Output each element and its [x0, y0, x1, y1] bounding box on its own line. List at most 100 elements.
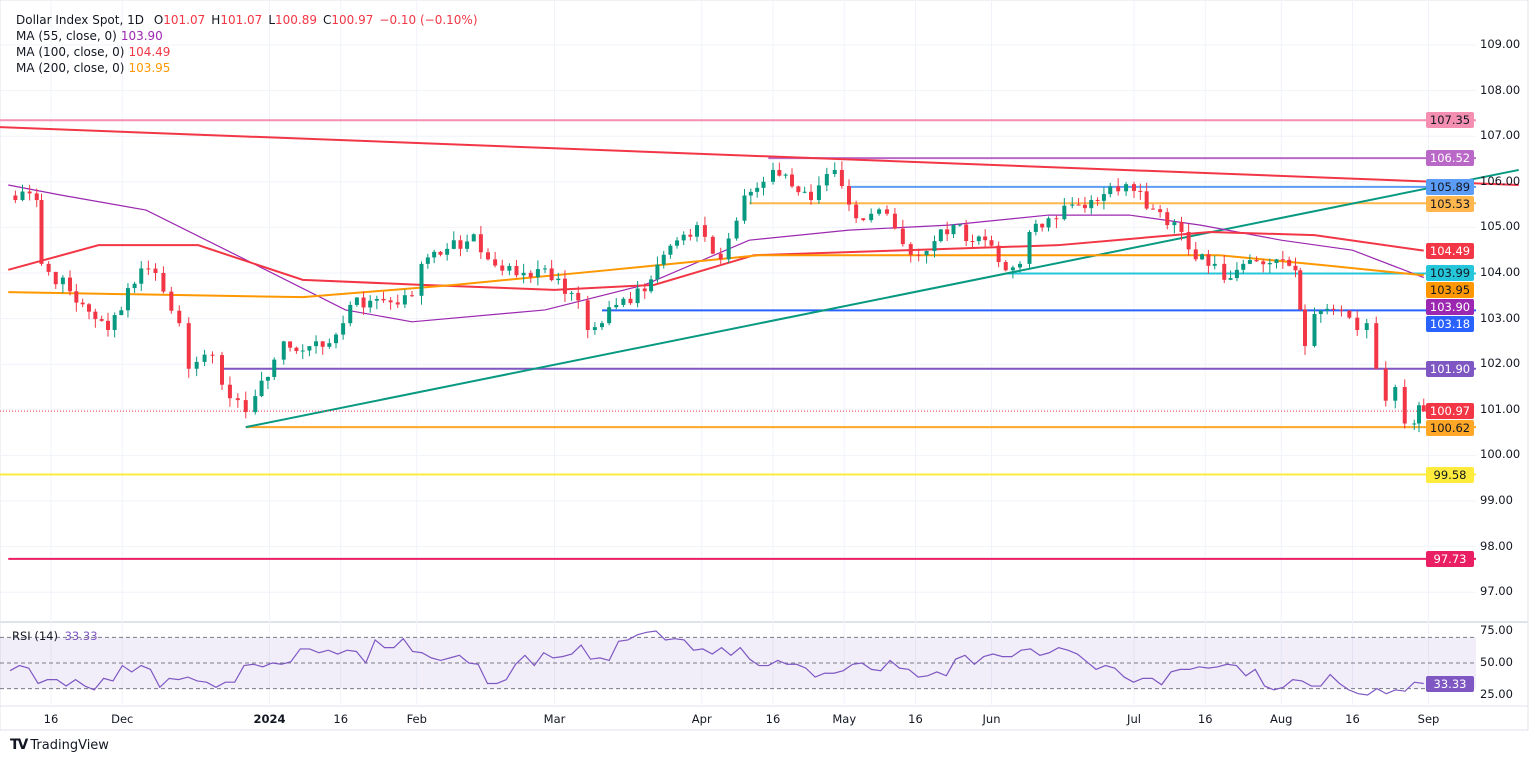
candle-down	[1303, 309, 1307, 346]
candle-up	[783, 174, 788, 176]
ohlc-l: L100.89	[268, 13, 317, 27]
price-level-badge: 100.62	[1426, 420, 1474, 437]
candle-up	[1010, 267, 1015, 271]
candle-up	[1046, 218, 1051, 228]
indicator-legend-row[interactable]: MA (55, close, 0) 103.90	[16, 28, 478, 44]
price-level-badge: 103.95	[1426, 282, 1474, 299]
candle-up	[368, 300, 373, 308]
candle-down	[916, 254, 921, 256]
candle-up	[877, 209, 882, 214]
rsi-legend[interactable]: RSI (14) 33.33	[12, 629, 98, 643]
rsi-label: RSI (14)	[12, 629, 58, 643]
candle-down	[161, 273, 166, 292]
price-tick: 104.00	[1480, 265, 1521, 279]
candle-up	[535, 269, 540, 278]
candle-down	[235, 398, 240, 401]
time-tick: 16	[1345, 712, 1360, 726]
candle-up	[507, 265, 512, 271]
ohlc-change: −0.10 (−0.10%)	[379, 13, 478, 27]
time-tick: Dec	[111, 712, 134, 726]
indicator-label: MA (55, close, 0)	[16, 29, 117, 43]
candle-down	[1383, 368, 1388, 401]
candle-down	[908, 244, 913, 255]
candle-up	[432, 251, 437, 258]
candle-down	[146, 268, 151, 270]
candle-down	[1206, 254, 1211, 266]
candle-up	[281, 341, 286, 360]
candle-up	[521, 272, 526, 276]
candle-up	[675, 240, 680, 246]
candle-down	[458, 240, 463, 249]
candle-up	[1247, 260, 1252, 264]
candle-up	[425, 257, 430, 264]
candle-up	[20, 191, 25, 201]
candle-down	[227, 384, 232, 399]
candle-up	[661, 254, 666, 265]
price-level-badge: 107.35	[1426, 112, 1474, 129]
candle-down	[361, 297, 366, 308]
candle-up	[824, 174, 829, 186]
price-level-badge: 105.89	[1426, 178, 1474, 195]
candle-up	[1033, 223, 1038, 232]
candle-down	[68, 277, 72, 292]
candle-down	[320, 341, 325, 347]
time-tick: 16	[765, 712, 781, 726]
time-tick: Aug	[1270, 712, 1293, 726]
candle-down	[177, 310, 182, 324]
candle-up	[125, 288, 130, 311]
moving-average-line	[8, 184, 1424, 323]
price-tick: 105.00	[1480, 219, 1521, 234]
tradingview-logo[interactable]: TV TradingView	[10, 737, 109, 753]
candle-up	[734, 220, 739, 239]
indicator-value: 103.95	[128, 61, 171, 75]
candle-up	[1234, 269, 1239, 279]
time-tick: Apr	[691, 712, 712, 726]
candle-up	[761, 181, 766, 188]
ohlc-values: O101.07 H101.07 L100.89 C100.97 −0.10 (−0.10…	[148, 13, 478, 27]
candle-down	[1116, 186, 1121, 192]
indicator-legend-row[interactable]: MA (200, close, 0) 103.95	[16, 60, 478, 76]
candle-down	[169, 291, 174, 311]
indicator-value: 103.90	[120, 29, 163, 43]
price-level-badge: 103.99	[1426, 265, 1474, 282]
candle-down	[410, 295, 414, 297]
price-tick: 107.00	[1480, 128, 1521, 143]
candle-down	[809, 191, 813, 201]
candle-down	[243, 400, 248, 413]
candle-down	[1179, 222, 1184, 232]
candle-down	[989, 240, 994, 246]
trendline	[245, 168, 1519, 429]
candle-up	[1027, 231, 1032, 264]
candle-up	[543, 268, 547, 270]
time-tick: Feb	[406, 712, 427, 726]
candle-up	[327, 343, 332, 347]
candle-up	[938, 229, 943, 242]
chart-legend: Dollar Index Spot, 1D O101.07 H101.07 L100…	[16, 12, 478, 76]
candle-down	[478, 234, 483, 253]
candle-up	[681, 234, 686, 241]
candle-up	[402, 295, 407, 305]
candle-down	[1347, 310, 1352, 318]
candle-down	[1054, 218, 1059, 220]
candle-up	[932, 241, 937, 251]
candle-up	[649, 279, 654, 292]
candle-down	[885, 209, 889, 214]
candle-down	[53, 271, 58, 285]
price-tick: 99.00	[1480, 493, 1513, 507]
candle-down	[839, 169, 844, 186]
candle-up	[569, 292, 574, 294]
candle-down	[861, 218, 866, 221]
candle-up	[1241, 263, 1246, 270]
candle-up	[726, 238, 731, 260]
price-level-badge: 99.58	[1426, 466, 1474, 483]
brand-name: TradingView	[30, 737, 109, 753]
candle-up	[471, 234, 476, 242]
candle-down	[562, 278, 567, 294]
candle-down	[27, 191, 32, 194]
indicator-legend-row[interactable]: MA (100, close, 0) 104.49	[16, 44, 478, 60]
indicator-label: MA (200, close, 0)	[16, 61, 125, 75]
candle-up	[755, 187, 760, 192]
candle-up	[341, 323, 346, 335]
price-level-badge: 103.90	[1426, 299, 1474, 316]
